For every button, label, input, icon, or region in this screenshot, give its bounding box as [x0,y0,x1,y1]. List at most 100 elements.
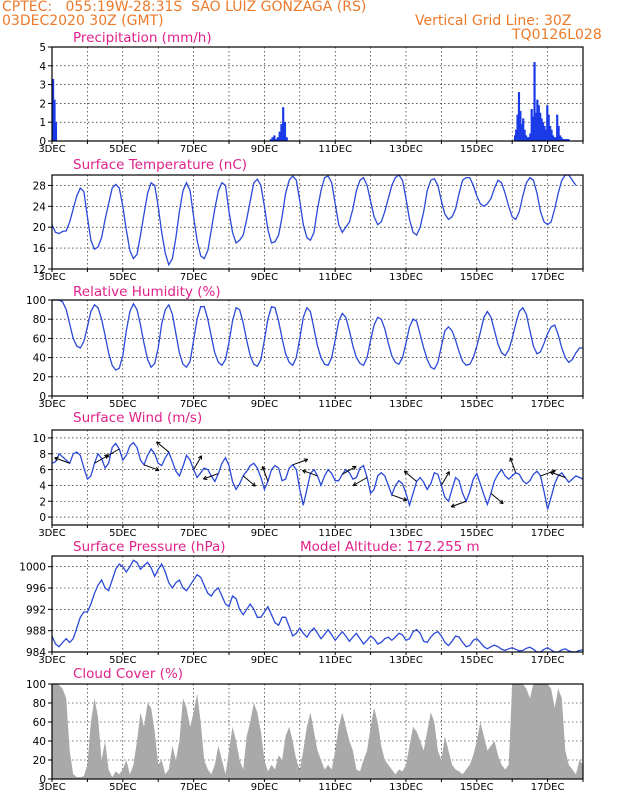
x-tick-label: 7DEC [180,272,207,283]
y-tick-label: 20 [33,372,46,384]
x-tick-label: 11DEC [318,655,352,666]
header-model-code: TQ0126L028 [512,27,602,43]
x-tick-label: 13DEC [389,528,423,539]
x-tick-label: 7DEC [180,144,207,155]
y-tick-label: 100 [26,295,46,307]
precip-bar [539,112,542,141]
precip-bar [280,124,283,141]
precip-bar [554,137,557,141]
y-tick-label: 992 [26,604,46,616]
precip-bar [541,122,545,141]
y-tick-label: 80 [33,698,46,710]
y-tick-label: 3 [39,80,46,92]
precip-bar [560,137,563,141]
panel-precip: 0 1 2 3 4 5 3DEC 5DEC 7DEC 9DEC 11DEC 13DEC 15DEC 17D… [38,30,584,155]
y-tick-label: 2 [39,98,46,110]
wind-arrow-head [202,475,208,480]
y-tick-label: 12 [33,264,46,276]
wind-arrow [193,455,203,470]
precip-bar [269,139,272,141]
panel-wind: 0 2 4 6 8 10 3DEC 5DEC 7DEC 9DEC 11DEC 13DEC 15DEC 17… [33,410,584,539]
y-tick-label: 4 [39,61,46,73]
panel-frame [51,683,584,780]
precip-bar [553,137,556,141]
panel-title: Cloud Cover (%) [73,666,183,682]
precip-bar [534,112,538,141]
x-tick-label: 5DEC [109,655,136,666]
precip-bar [544,129,547,141]
precip-bar [526,137,529,141]
x-tick-label: 11DEC [318,782,352,793]
y-tick-label: 40 [33,736,46,748]
x-tick-label: 3DEC [38,782,65,793]
x-tick-label: 11DEC [318,528,352,539]
precip-bar [282,107,285,141]
x-tick-label: 5DEC [109,272,136,283]
wind-arrow-head [509,457,514,462]
precip-bar [524,135,528,141]
wind-arrow [550,471,566,478]
x-tick-label: 15DEC [460,144,494,155]
y-tick-label: 1 [39,117,46,129]
precip-bar [543,125,546,141]
y-tick-label: 10 [33,433,46,445]
precip-bar [527,137,530,141]
y-tick-label: 0 [39,512,46,524]
panel-frame [51,174,584,270]
y-tick-label: 60 [33,333,46,345]
x-tick-label: 7DEC [180,528,207,539]
precip-bar [547,114,550,141]
wind-arrow-head [499,499,504,505]
wind-arrow-head [352,465,357,470]
y-tick-label: 0 [39,391,46,403]
precip-bar [536,99,539,141]
precip-bar [532,116,535,141]
x-tick-label: 13DEC [389,655,423,666]
x-tick-label: 3DEC [38,272,65,283]
precip-bar [540,118,543,141]
wind-arrow-head [303,458,309,463]
wind-arrow-head [104,453,110,458]
x-tick-label: 17DEC [531,272,565,283]
pres-line [51,559,584,653]
header-vertical-grid: Vertical Grid Line: 30Z [415,13,572,29]
precip-bar [519,110,522,141]
panel-title: Relative Humidity (%) [73,284,221,300]
panel-cloud: 0 20 40 60 80 100 3DEC 5DEC 7DEC 9DEC 11DEC 13DEC 15… [26,666,584,793]
precip-bar [533,62,536,141]
x-tick-label: 15DEC [460,528,494,539]
x-tick-label: 9DEC [251,782,278,793]
wind-arrow [490,492,504,505]
x-tick-label: 17DEC [531,528,565,539]
precip-bar [522,118,525,141]
wind-arrow-head [549,471,555,476]
wind-arrow-head [403,470,409,476]
x-tick-label: 17DEC [531,782,565,793]
precip-bar [275,139,278,141]
wind-arrow-head [402,497,408,502]
wind-arrow [143,464,160,471]
wind-arrow-head [302,469,307,474]
y-tick-label: 984 [26,647,46,659]
precip-bar [285,137,288,141]
y-tick-label: 60 [33,717,46,729]
precip-bar [271,137,274,141]
panel-frame [51,429,584,526]
x-tick-label: 7DEC [180,782,207,793]
x-tick-label: 3DEC [38,528,65,539]
model-altitude: Model Altitude: 172.255 m [300,539,480,555]
wind-arrow [242,475,256,487]
precip-bar [529,133,532,141]
x-tick-label: 13DEC [389,399,423,410]
y-tick-label: 2 [39,496,46,508]
y-tick-label: 5 [39,42,46,54]
precip-bar [537,105,540,141]
precip-bar [54,122,58,141]
y-tick-label: 988 [26,626,46,638]
wind-arrow [54,457,70,464]
wind-line [51,441,584,510]
wind-arrow [450,500,467,508]
wind-arrow [105,448,120,458]
precip-bar [517,92,521,141]
